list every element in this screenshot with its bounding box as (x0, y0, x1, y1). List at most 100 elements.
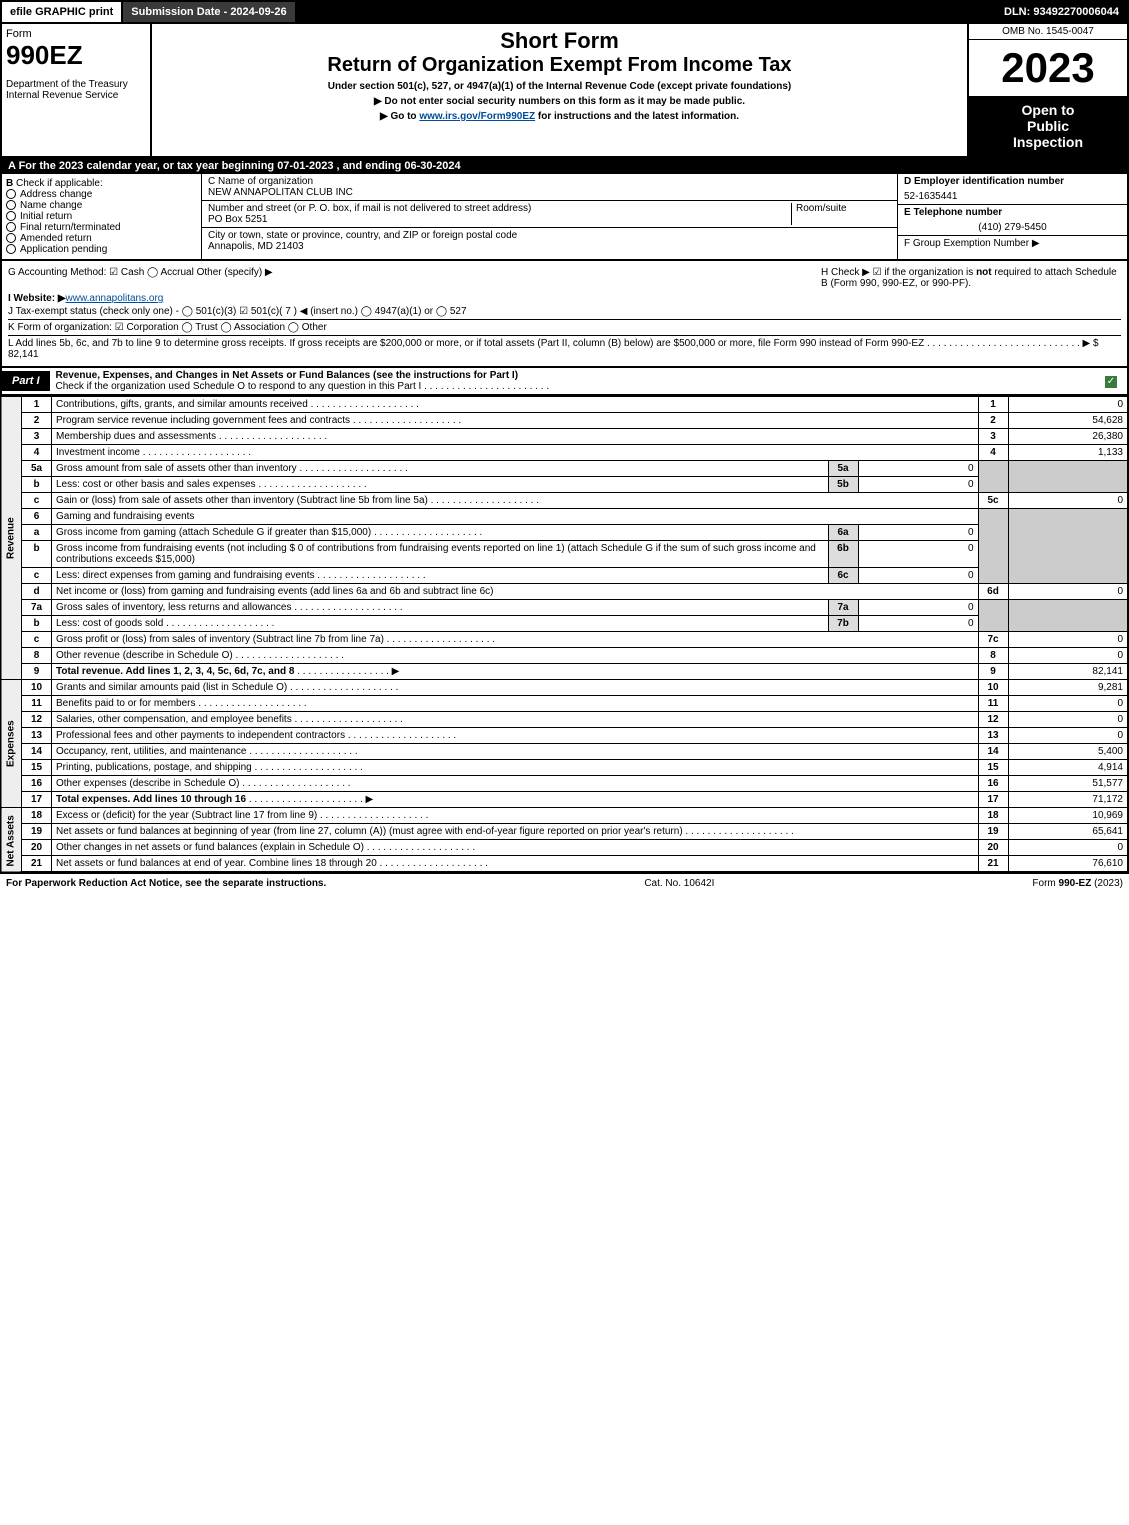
line-6-text: Gaming and fundraising events (52, 509, 979, 525)
irs-link[interactable]: www.irs.gov/Form990EZ (419, 111, 535, 122)
row-j: J Tax-exempt status (check only one) - ◯… (8, 306, 1121, 317)
line-5c-val: 0 (1008, 493, 1128, 509)
line-20-text: Other changes in net assets or fund bala… (52, 840, 979, 856)
line-6a-sub: 0 (858, 525, 978, 541)
line-7a-text: Gross sales of inventory, less returns a… (52, 600, 829, 616)
line-10-val: 9,281 (1008, 680, 1128, 696)
irs-label: Internal Revenue Service (6, 90, 146, 101)
part-1-table: Revenue 1Contributions, gifts, grants, a… (0, 396, 1129, 873)
line-6d-text: Net income or (loss) from gaming and fun… (52, 584, 979, 600)
line-4-val: 1,133 (1008, 445, 1128, 461)
subtitle-goto: ▶ Go to www.irs.gov/Form990EZ for instru… (156, 111, 963, 122)
line-7c-text: Gross profit or (loss) from sales of inv… (52, 632, 979, 648)
section-b-f: B Check if applicable: Address change Na… (0, 174, 1129, 261)
efile-link[interactable]: efile GRAPHIC print (2, 2, 123, 22)
line-17-text: Total expenses. Add lines 10 through 16 … (52, 792, 979, 808)
cb-amended-return[interactable] (6, 233, 16, 243)
top-bar: efile GRAPHIC print Submission Date - 20… (0, 0, 1129, 24)
section-d-e-f: D Employer identification number 52-1635… (897, 174, 1127, 259)
line-16-text: Other expenses (describe in Schedule O) (52, 776, 979, 792)
cb-initial-return[interactable] (6, 211, 16, 221)
row-l: L Add lines 5b, 6c, and 7b to line 9 to … (8, 335, 1121, 360)
footer-cat-no: Cat. No. 10642I (644, 878, 714, 889)
line-10-text: Grants and similar amounts paid (list in… (52, 680, 979, 696)
dln: DLN: 93492270006044 (996, 2, 1127, 22)
cb-final-return[interactable] (6, 222, 16, 232)
line-6b-text: Gross income from fundraising events (no… (52, 541, 829, 568)
line-14-text: Occupancy, rent, utilities, and maintena… (52, 744, 979, 760)
line-19-text: Net assets or fund balances at beginning… (52, 824, 979, 840)
line-5b-sub: 0 (858, 477, 978, 493)
expenses-label: Expenses (1, 680, 22, 808)
title-return: Return of Organization Exempt From Incom… (156, 54, 963, 77)
footer-left: For Paperwork Reduction Act Notice, see … (6, 878, 326, 889)
row-h: H Check ▶ ☑ if the organization is not r… (821, 267, 1121, 289)
website-link[interactable]: www.annapolitans.org (66, 293, 164, 304)
line-18-text: Excess or (deficit) for the year (Subtra… (52, 808, 979, 824)
line-15-val: 4,914 (1008, 760, 1128, 776)
line-14-val: 5,400 (1008, 744, 1128, 760)
part-1-label: Part I (2, 371, 50, 391)
subtitle-ssn: ▶ Do not enter social security numbers o… (156, 96, 963, 107)
tax-year: 2023 (969, 40, 1127, 96)
line-12-val: 0 (1008, 712, 1128, 728)
line-20-val: 0 (1008, 840, 1128, 856)
phone-label: E Telephone number (904, 207, 1002, 218)
submission-date: Submission Date - 2024-09-26 (123, 2, 296, 22)
line-6c-sub: 0 (858, 568, 978, 584)
line-7c-val: 0 (1008, 632, 1128, 648)
part-1-header: Part I Revenue, Expenses, and Changes in… (0, 368, 1129, 396)
section-b-checkboxes: B Check if applicable: Address change Na… (2, 174, 202, 259)
line-21-text: Net assets or fund balances at end of ye… (52, 856, 979, 873)
room-suite-label: Room/suite (791, 203, 891, 225)
line-6a-text: Gross income from gaming (attach Schedul… (52, 525, 829, 541)
row-g: G Accounting Method: ☑ Cash ◯ Accrual Ot… (8, 267, 821, 289)
line-7b-text: Less: cost of goods sold (52, 616, 829, 632)
line-16-val: 51,577 (1008, 776, 1128, 792)
revenue-label: Revenue (1, 397, 22, 680)
line-5a-text: Gross amount from sale of assets other t… (52, 461, 829, 477)
line-5b-text: Less: cost or other basis and sales expe… (52, 477, 829, 493)
row-i: I Website: ▶www.annapolitans.org (8, 293, 1121, 304)
phone-value: (410) 279-5450 (898, 220, 1127, 235)
header-right: OMB No. 1545-0047 2023 Open toPublicInsp… (967, 24, 1127, 156)
form-label: Form (6, 28, 146, 40)
ein-value: 52-1635441 (898, 189, 1127, 204)
line-6d-val: 0 (1008, 584, 1128, 600)
line-5a-sub: 0 (858, 461, 978, 477)
city-label: City or town, state or province, country… (208, 230, 517, 241)
net-assets-label: Net Assets (1, 808, 22, 873)
line-3-text: Membership dues and assessments (52, 429, 979, 445)
cb-application-pending[interactable] (6, 244, 16, 254)
line-6c-text: Less: direct expenses from gaming and fu… (52, 568, 829, 584)
city-value: Annapolis, MD 21403 (208, 241, 304, 252)
dept-treasury: Department of the Treasury (6, 79, 146, 90)
line-1-val: 0 (1008, 397, 1128, 413)
ein-label: D Employer identification number (904, 176, 1064, 187)
cb-name-change[interactable] (6, 200, 16, 210)
section-c: C Name of organizationNEW ANNAPOLITAN CL… (202, 174, 897, 259)
part-1-checkbox[interactable]: ✓ (1099, 373, 1127, 390)
line-11-text: Benefits paid to or for members (52, 696, 979, 712)
part-1-title: Revenue, Expenses, and Changes in Net As… (50, 368, 1099, 394)
efile-label: efile GRAPHIC print (10, 6, 113, 18)
street-value: PO Box 5251 (208, 214, 267, 225)
line-7a-sub: 0 (858, 600, 978, 616)
cb-address-change[interactable] (6, 189, 16, 199)
section-g-l: G Accounting Method: ☑ Cash ◯ Accrual Ot… (0, 261, 1129, 368)
line-8-text: Other revenue (describe in Schedule O) (52, 648, 979, 664)
line-4-text: Investment income (52, 445, 979, 461)
line-6b-sub: 0 (858, 541, 978, 568)
footer-form-ref: Form 990-EZ (2023) (1032, 878, 1123, 889)
line-18-val: 10,969 (1008, 808, 1128, 824)
org-name: NEW ANNAPOLITAN CLUB INC (208, 187, 353, 198)
line-8-val: 0 (1008, 648, 1128, 664)
form-header: Form 990EZ Department of the Treasury In… (0, 24, 1129, 158)
open-to-public: Open toPublicInspection (969, 96, 1127, 156)
page-footer: For Paperwork Reduction Act Notice, see … (0, 873, 1129, 893)
title-short-form: Short Form (156, 28, 963, 54)
line-2-text: Program service revenue including govern… (52, 413, 979, 429)
line-11-val: 0 (1008, 696, 1128, 712)
line-17-val: 71,172 (1008, 792, 1128, 808)
line-7b-sub: 0 (858, 616, 978, 632)
